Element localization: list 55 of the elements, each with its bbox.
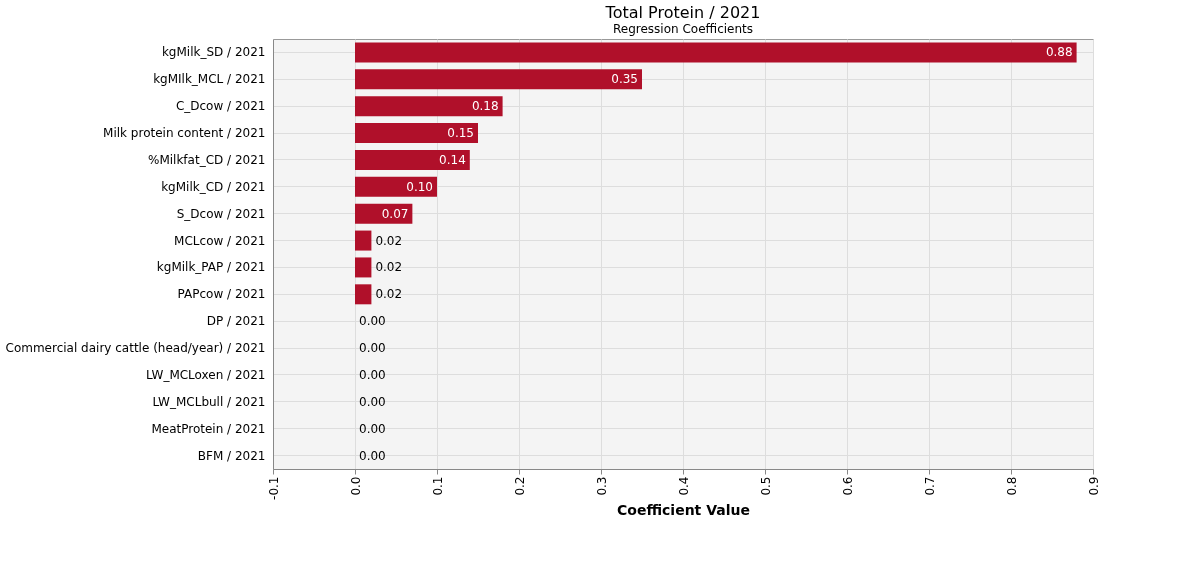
- y-tick-label: Commercial dairy cattle (head/year) / 2021: [5, 341, 266, 356]
- data-label: 0.88: [1045, 45, 1073, 60]
- y-tick-label: DP / 2021: [206, 314, 266, 329]
- y-tick-label: PAPcow / 2021: [177, 287, 266, 302]
- bar: [355, 149, 470, 170]
- chart-subtitle: Regression Coefficients: [612, 22, 754, 36]
- data-label: 0.10: [406, 179, 433, 194]
- data-label: 0.00: [359, 341, 386, 356]
- y-tick-label: MeatProtein / 2021: [151, 421, 266, 436]
- y-tick-label: C_Dcow / 2021: [175, 99, 266, 114]
- y-tick-label: kgMilk_SD / 2021: [161, 45, 266, 60]
- y-tick-label: LW_MCLoxen / 2021: [145, 367, 266, 382]
- data-label: 0.00: [359, 394, 386, 409]
- bar: [355, 123, 478, 144]
- y-tick-label: BFM / 2021: [197, 448, 266, 463]
- x-tick-label: 0.6: [840, 476, 855, 496]
- y-tick-label: %Milkfat_CD / 2021: [148, 152, 266, 167]
- x-tick-label: 0.5: [758, 476, 773, 496]
- y-tick-label: kgMilk_CD / 2021: [161, 179, 266, 194]
- bar: [355, 284, 372, 305]
- x-tick-label: 0.9: [1086, 476, 1101, 496]
- x-tick-label: 0.7: [922, 476, 937, 496]
- bar: [355, 257, 372, 278]
- x-tick-label: 0.3: [594, 476, 609, 496]
- data-label: 0.00: [359, 314, 386, 329]
- bar: [355, 42, 1077, 63]
- chart-title: Total Protein / 2021: [604, 3, 761, 22]
- data-label: 0.35: [611, 72, 638, 87]
- data-label: 0.18: [471, 99, 499, 114]
- y-tick-label: MCLcow / 2021: [174, 233, 266, 248]
- data-label: 0.02: [375, 260, 403, 275]
- x-axis-title: Coefficient Value: [617, 501, 750, 518]
- bar: [355, 69, 642, 90]
- data-label: 0.02: [375, 287, 403, 302]
- x-tick-label: 0.1: [430, 476, 445, 496]
- y-tick-label: Milk protein content / 2021: [103, 126, 266, 141]
- x-tick-label: 0.0: [348, 476, 363, 496]
- data-label: 0.15: [447, 126, 474, 141]
- bar: [355, 96, 503, 117]
- y-tick-label: kgMIlk_MCL / 2021: [153, 72, 266, 87]
- y-tick-label: kgMilk_PAP / 2021: [156, 260, 266, 275]
- data-label: 0.07: [381, 206, 409, 221]
- data-label: 0.00: [359, 448, 386, 463]
- data-label: 0.02: [375, 233, 403, 248]
- data-label: 0.00: [359, 367, 386, 382]
- x-tick-label: -0.1: [266, 476, 281, 500]
- data-label: 0.14: [439, 152, 466, 167]
- x-tick-label: 0.8: [1004, 476, 1019, 496]
- y-tick-label: LW_MCLbull / 2021: [152, 394, 266, 409]
- y-tick-label: S_Dcow / 2021: [176, 206, 266, 221]
- data-label: 0.00: [359, 421, 386, 436]
- bar: [355, 176, 437, 197]
- bar: [355, 230, 372, 251]
- x-tick-label: 0.4: [676, 476, 691, 496]
- x-tick-label: 0.2: [512, 476, 527, 496]
